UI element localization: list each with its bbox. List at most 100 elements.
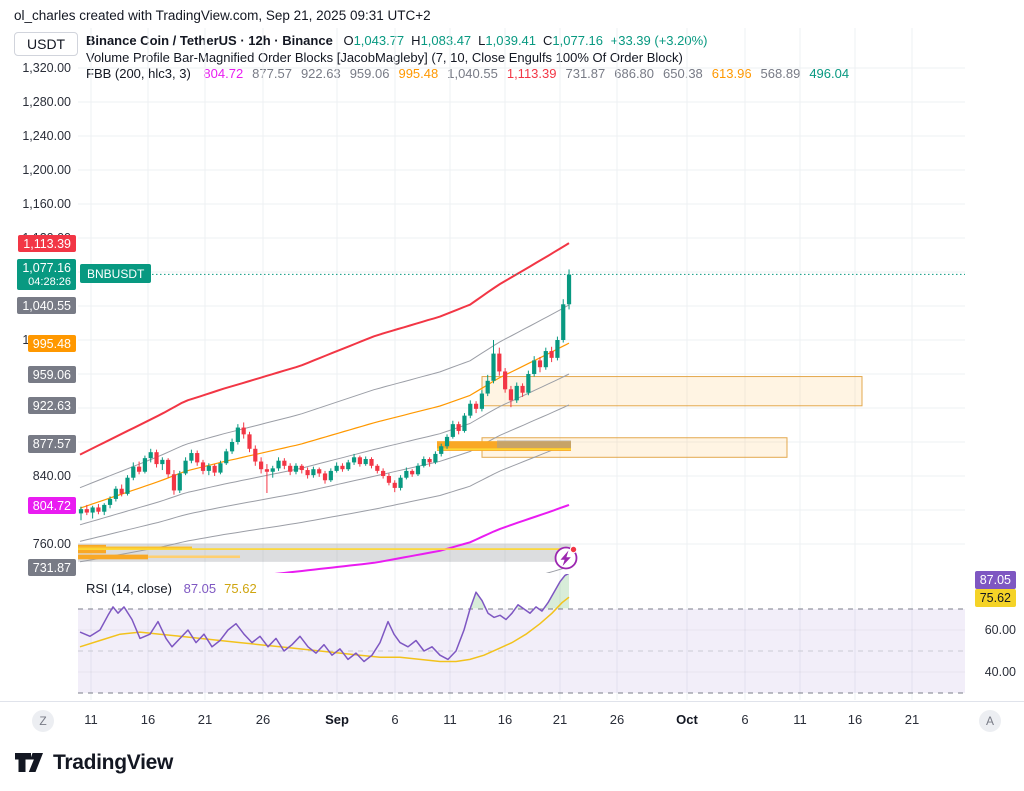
volume-profile-bar [497, 440, 571, 448]
fbb-value: 1,040.55 [447, 66, 498, 81]
candle-body [96, 507, 101, 512]
fbb-value: 568.89 [760, 66, 801, 81]
rsi-label: 40.00 [984, 665, 1016, 679]
price-badge-wrap: 877.57 [0, 435, 76, 453]
fbb-band [274, 503, 570, 573]
candle-body [543, 351, 548, 368]
time-axis[interactable] [0, 701, 1024, 738]
rsi-legend[interactable]: RSI (14, close) 87.05 75.62 [86, 581, 257, 596]
time-tick[interactable]: 6 [391, 712, 399, 727]
candle-body [450, 424, 455, 437]
candle-body [276, 460, 281, 469]
candle-body [334, 465, 339, 471]
candle-body [229, 442, 235, 452]
time-tick[interactable]: 26 [609, 712, 625, 727]
indicator-legend-volume-profile[interactable]: Volume Profile Bar-Magnified Order Block… [86, 50, 683, 65]
candle-body [479, 393, 484, 409]
candle-body [131, 466, 136, 478]
time-tick[interactable]: 11 [84, 712, 98, 727]
time-tick[interactable]: 11 [443, 712, 457, 727]
candle-body [119, 488, 124, 494]
time-tick[interactable]: Oct [676, 712, 698, 727]
ohlc-c: C1,077.16 [543, 33, 604, 48]
candle-body [183, 460, 188, 474]
time-tick[interactable]: 21 [552, 712, 568, 727]
time-tick[interactable]: 21 [904, 712, 920, 727]
candle-body [166, 459, 171, 475]
time-tick[interactable]: 16 [847, 712, 863, 727]
candle-body [177, 473, 182, 491]
rsi-legend-value: 87.05 [183, 581, 217, 596]
price-label: 760.00 [32, 537, 71, 551]
candle-body [439, 446, 444, 454]
fbb-value: 731.87 [565, 66, 606, 81]
candle-body [311, 469, 316, 476]
candle-body [90, 507, 95, 513]
candle-body [218, 463, 223, 473]
candle-body [410, 470, 415, 475]
candle-body [549, 351, 554, 358]
candle-body [224, 451, 229, 464]
indicator-legend-fbb[interactable]: FBB (200, hlc3, 3) 804.72 877.57 922.63 959… [86, 66, 849, 81]
rsi-legend-value: 75.62 [224, 581, 257, 596]
price-badge-wrap: 959.06 [0, 365, 76, 384]
candle-body [491, 353, 496, 381]
footer-logo[interactable]: TradingView [14, 750, 173, 776]
time-tick[interactable]: 11 [793, 712, 807, 727]
price-badge-wrap: 804.72 [0, 496, 76, 515]
fbb-value: 922.63 [300, 66, 341, 81]
rsi-badge: 87.05 [974, 571, 1016, 589]
price-badge-wrap: 922.63 [0, 396, 76, 415]
ohlc-h: H1,083.47 [411, 33, 472, 48]
candle-body [369, 459, 374, 466]
time-tick[interactable]: 16 [497, 712, 513, 727]
price-label: 1,280.00 [22, 95, 71, 109]
candle-body [357, 457, 362, 465]
price-badge: 804.72 [27, 496, 76, 515]
price-badge-wrap: 1,040.55 [0, 296, 76, 315]
currency-toggle-button[interactable]: USDT [14, 32, 79, 56]
candle-body [485, 380, 490, 394]
event-flash-icon[interactable] [554, 545, 578, 570]
fbb-value: 877.57 [252, 66, 292, 81]
fbb-value: 650.38 [663, 66, 703, 81]
fbb-value: 995.48 [398, 66, 439, 81]
candle-body [444, 436, 450, 447]
candle-body [386, 476, 392, 483]
time-tick[interactable]: 26 [255, 712, 271, 727]
fbb-name: FBB (200, hlc3, 3) [86, 66, 191, 81]
rsi-badge: 75.62 [974, 589, 1016, 607]
candle-body [555, 340, 560, 358]
price-badge-wrap: 1,077.16 04:28:26 [0, 259, 76, 291]
fbb-band [79, 242, 570, 456]
candle-body [171, 474, 177, 491]
time-tick[interactable]: 21 [197, 712, 213, 727]
price-label: 840.00 [32, 469, 71, 483]
symbol-tag: BNBUSDT [80, 264, 152, 284]
fbb-band [79, 304, 570, 489]
fbb-value: 804.72 [203, 66, 244, 81]
attribution-text: ol_charles created with TradingView.com,… [14, 8, 431, 23]
candle-body [293, 465, 299, 472]
volume-profile-bar [78, 554, 148, 560]
change-value: +33.39 (+3.20%) [607, 33, 708, 48]
candle-body [532, 360, 537, 374]
fbb-band [79, 404, 570, 542]
fbb-value: 686.80 [614, 66, 655, 81]
time-tick[interactable]: Sep [325, 712, 349, 727]
candle-body [561, 304, 566, 340]
price-badge: 877.57 [27, 435, 76, 453]
candle-body [421, 459, 426, 466]
candle-body [206, 465, 211, 471]
candle-body [415, 465, 421, 475]
fbb-value: 959.06 [349, 66, 390, 81]
price-label: 1,200.00 [22, 163, 71, 177]
timezone-button[interactable]: Z [32, 710, 54, 732]
candle-body [253, 448, 258, 462]
time-tick[interactable]: 6 [741, 712, 749, 727]
volume-profile-bar [78, 546, 192, 550]
time-tick[interactable]: 16 [140, 712, 156, 727]
candle-body [270, 468, 275, 472]
adjust-button[interactable]: A [979, 710, 1001, 732]
candle-body [235, 427, 240, 442]
